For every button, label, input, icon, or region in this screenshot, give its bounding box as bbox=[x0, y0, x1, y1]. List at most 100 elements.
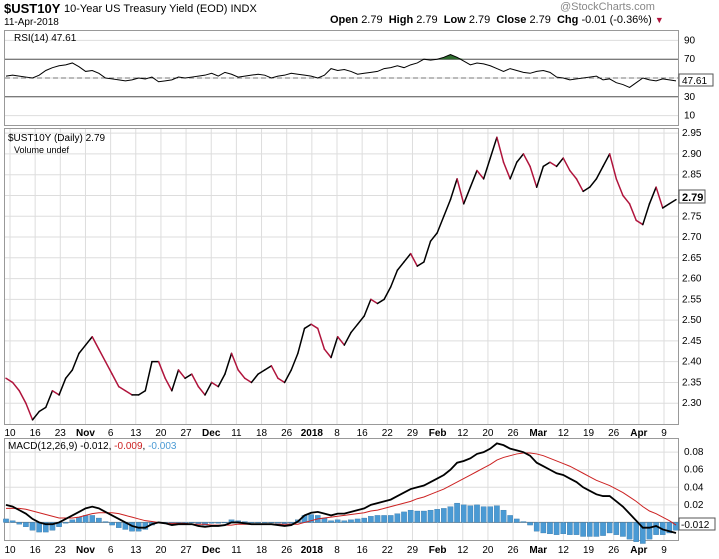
x-tick-label: 12 bbox=[558, 428, 570, 439]
macd-histogram-bar bbox=[593, 522, 600, 537]
macd-legend-value: -0.012 bbox=[80, 441, 109, 452]
x-tick-label: 19 bbox=[583, 428, 595, 439]
x-tick-label: 16 bbox=[30, 545, 42, 556]
macd-histogram-bar bbox=[115, 522, 122, 528]
price-segment bbox=[277, 377, 286, 384]
price-segment bbox=[469, 169, 478, 188]
volume-note: Volume undef bbox=[14, 145, 70, 155]
price-segment bbox=[58, 377, 67, 396]
x-tick-label: 16 bbox=[357, 428, 369, 439]
price-panel-frame bbox=[4, 128, 679, 425]
price-segment bbox=[350, 323, 359, 334]
down-triangle-icon: ▼ bbox=[654, 15, 664, 25]
price-segment bbox=[230, 352, 239, 371]
chg-value: -0.01 (-0.36%) bbox=[581, 14, 652, 26]
x-tick-label: 20 bbox=[482, 428, 494, 439]
price-segment bbox=[655, 186, 664, 209]
rsi-tick-label: 70 bbox=[684, 54, 696, 65]
price-segment bbox=[615, 178, 624, 197]
macd-histogram-bar bbox=[261, 522, 268, 524]
price-segment bbox=[104, 360, 113, 375]
macd-histogram-bar bbox=[434, 509, 440, 523]
price-segment bbox=[370, 298, 379, 305]
price-segment bbox=[137, 390, 147, 396]
price-segment bbox=[575, 178, 584, 193]
macd-histogram-bar bbox=[613, 522, 620, 535]
price-segment bbox=[436, 215, 445, 234]
macd-histogram-bar bbox=[533, 522, 540, 532]
x-tick-label: 11 bbox=[231, 428, 242, 439]
macd-histogram-bar bbox=[381, 515, 387, 523]
macd-histogram-bar bbox=[3, 518, 9, 523]
macd-histogram-bar bbox=[248, 522, 255, 524]
x-tick-label: 23 bbox=[55, 428, 67, 439]
high-label: High bbox=[388, 14, 414, 26]
price-segment bbox=[71, 352, 80, 371]
macd-histogram-bar bbox=[215, 522, 222, 524]
macd-histogram-bar bbox=[567, 522, 573, 535]
macd-histogram-bar bbox=[348, 519, 354, 523]
close-value: 2.79 bbox=[529, 14, 551, 26]
price-segment bbox=[210, 381, 220, 388]
price-current-tag: 2.79 bbox=[678, 189, 706, 204]
price-segment bbox=[648, 186, 657, 205]
macd-histogram-bar bbox=[76, 517, 82, 523]
macd-histogram-bar bbox=[540, 522, 547, 534]
price-segment bbox=[476, 169, 485, 180]
price-segment bbox=[555, 157, 564, 168]
x-tick-label: 26 bbox=[508, 428, 520, 439]
x-tick-label: 26 bbox=[608, 545, 620, 556]
price-segment bbox=[25, 402, 34, 421]
x-tick-label: 26 bbox=[281, 428, 293, 439]
x-tick-label: Dec bbox=[202, 428, 221, 439]
chart-description: 10-Year US Treasury Yield (EOD) INDX bbox=[64, 3, 257, 15]
macd-histogram-bar bbox=[553, 522, 560, 535]
price-segment bbox=[416, 261, 425, 267]
macd-tick-label: 0.08 bbox=[684, 447, 704, 458]
x-tick-label: 12 bbox=[457, 428, 469, 439]
rsi-tick-label: 10 bbox=[684, 111, 696, 122]
price-segment bbox=[31, 410, 40, 421]
price-segment bbox=[91, 335, 100, 350]
price-line bbox=[5, 136, 677, 421]
price-legend-text: $UST10Y (Daily) 2.79 bbox=[8, 133, 106, 144]
price-tick-label: 2.35 bbox=[682, 377, 702, 388]
macd-histogram-bar bbox=[222, 522, 228, 524]
macd-tick-labels: 0.08 0.06 0.04 0.02 bbox=[684, 447, 704, 511]
price-segment bbox=[18, 390, 27, 404]
macd-histogram-bar bbox=[414, 510, 421, 523]
macd-histogram-bar bbox=[474, 504, 480, 523]
x-tick-label: 13 bbox=[130, 545, 142, 556]
x-tick-label: Apr bbox=[630, 545, 647, 556]
price-segment bbox=[51, 390, 60, 396]
price-segment bbox=[164, 377, 173, 392]
x-tick-label: 13 bbox=[130, 428, 142, 439]
high-value: 2.79 bbox=[416, 14, 438, 26]
ohlc-readout: Open 2.79 High 2.79 Low 2.79 Close 2.79 … bbox=[330, 14, 664, 26]
price-segment bbox=[529, 165, 538, 188]
price-tick-label: 2.75 bbox=[682, 211, 702, 222]
price-segment bbox=[204, 381, 213, 396]
price-segment bbox=[263, 365, 273, 371]
macd-histogram bbox=[3, 502, 679, 544]
macd-histogram-bar bbox=[361, 517, 367, 523]
x-tick-label: 12 bbox=[558, 545, 570, 556]
macd-histogram-bar bbox=[374, 515, 381, 523]
macd-histogram-bar bbox=[507, 515, 513, 523]
x-tick-label: 29 bbox=[407, 545, 419, 556]
price-tick-label: 2.50 bbox=[682, 315, 702, 326]
macd-histogram-bar bbox=[454, 502, 460, 523]
macd-legend-name: MACD(12,26,9) bbox=[8, 441, 77, 452]
macd-histogram-bar bbox=[646, 522, 653, 540]
x-tick-label: 6 bbox=[108, 428, 114, 439]
price-segment bbox=[608, 153, 618, 180]
price-segment bbox=[522, 153, 531, 168]
macd-histogram-bar bbox=[275, 522, 281, 524]
x-tick-label: 18 bbox=[256, 428, 268, 439]
price-tick-label: 2.95 bbox=[682, 128, 702, 139]
price-segment bbox=[496, 136, 505, 163]
price-segment bbox=[595, 165, 604, 180]
price-segment bbox=[336, 335, 346, 346]
price-tick-label: 2.55 bbox=[682, 294, 702, 305]
x-tick-label: 10 bbox=[4, 545, 16, 556]
